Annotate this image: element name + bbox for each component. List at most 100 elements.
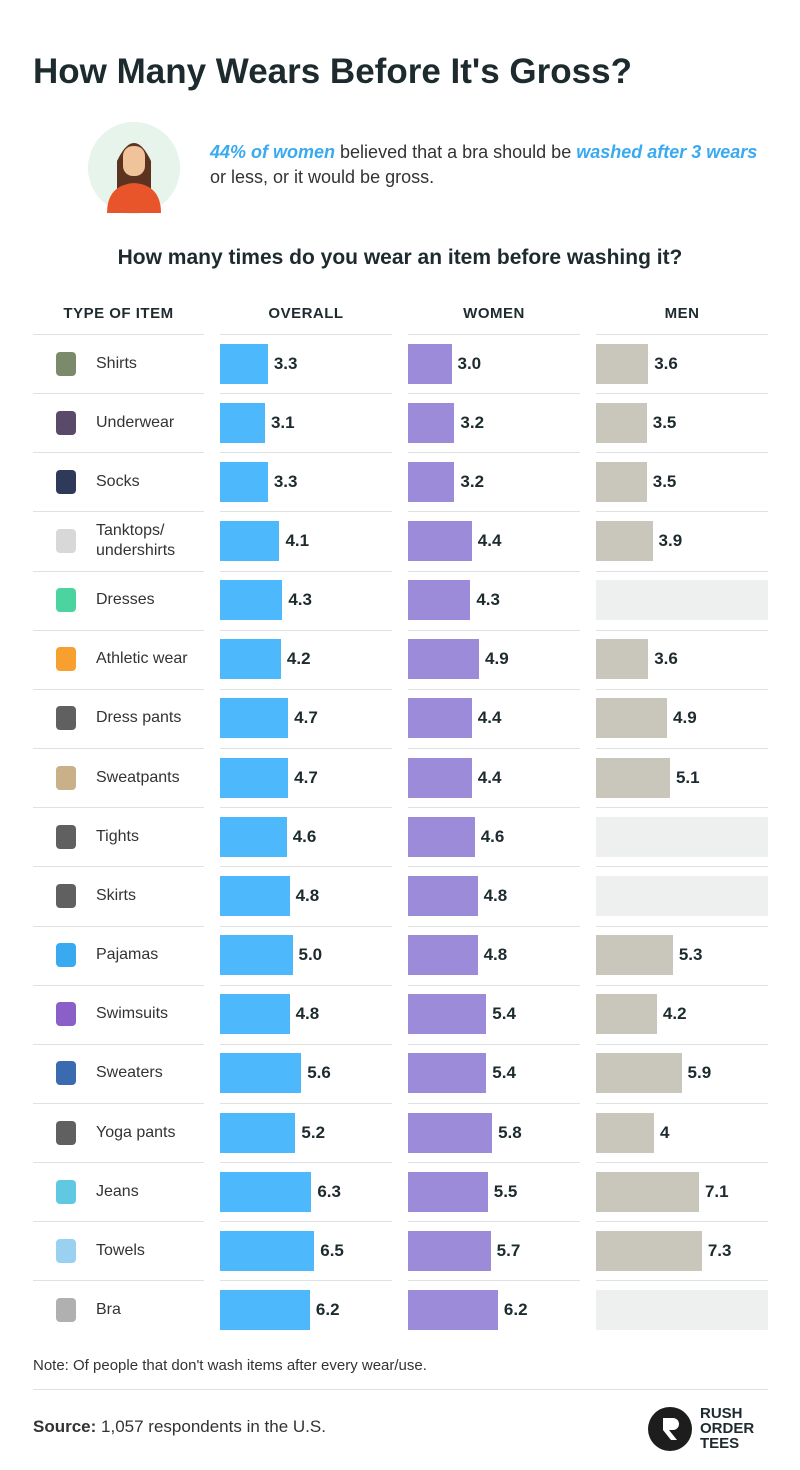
row-separator (596, 393, 768, 395)
row-separator (33, 1043, 204, 1045)
row-separator (596, 629, 768, 631)
row-separator (408, 393, 580, 395)
row-separator (220, 511, 392, 513)
value-label: 3.3 (273, 471, 298, 491)
bar (596, 994, 657, 1035)
row-separator (408, 1162, 580, 1164)
bar (220, 639, 281, 680)
intro-highlight: washed after 3 wears (576, 142, 758, 162)
value-label: 5.9 (687, 1063, 712, 1083)
row-separator (596, 452, 768, 454)
row-separator (33, 984, 204, 986)
row-separator (596, 1162, 768, 1164)
value-label: 3.6 (654, 353, 678, 373)
row-separator (596, 807, 768, 809)
row-separator (220, 866, 392, 868)
value-label: 3.9 (658, 531, 683, 551)
bar (408, 639, 480, 680)
value-label: 7.1 (704, 1181, 729, 1201)
row-separator (33, 570, 204, 572)
row-separator (220, 688, 392, 690)
intro: 44% of women believed that a bra should … (210, 140, 770, 190)
bar (220, 343, 268, 384)
item-icon (56, 351, 76, 376)
value-label: 4.8 (483, 885, 508, 905)
row-separator (596, 334, 768, 335)
bar (408, 698, 472, 739)
bar (408, 461, 455, 502)
bar (220, 875, 290, 916)
column-header: TYPE OF ITEM (63, 305, 174, 322)
logo-text: RUSH (700, 1405, 743, 1422)
bar (408, 402, 455, 443)
item-icon (56, 647, 76, 672)
bar (596, 639, 649, 680)
row-separator (33, 452, 204, 454)
value-label: 6.2 (315, 1299, 340, 1319)
logo-mark (648, 1407, 692, 1451)
row-separator (408, 629, 580, 631)
row-separator (408, 1043, 580, 1045)
item-icon (56, 824, 76, 849)
chart-title: How many times do you wear an item befor… (117, 246, 683, 269)
value-label: 5.6 (307, 1063, 331, 1083)
row-separator (220, 1102, 392, 1104)
item-icon (56, 1238, 76, 1263)
row-separator (408, 925, 580, 927)
row-separator (220, 1221, 392, 1223)
value-label: 3.6 (654, 649, 678, 669)
bar (408, 875, 478, 916)
category-label: Shirts (96, 354, 137, 372)
category-label: Socks (96, 472, 140, 490)
row-separator (596, 1221, 768, 1223)
intro-text: believed that a bra should be (335, 142, 577, 162)
bar (596, 343, 649, 384)
value-label: 4.6 (480, 826, 505, 846)
source-text: 1,057 respondents in the U.S. (101, 1417, 326, 1436)
value-label: 4.4 (477, 708, 502, 728)
divider (33, 1389, 768, 1390)
bar (220, 1171, 312, 1212)
category-label: Sweaters (96, 1064, 163, 1082)
intro-highlight: 44% of women (210, 142, 336, 162)
bar (220, 757, 289, 798)
value-label: 4.3 (288, 590, 312, 610)
row-separator (596, 984, 768, 986)
avatar (88, 122, 180, 214)
logo-text: ORDER (700, 1420, 755, 1437)
row-separator (408, 452, 580, 454)
category-label: Jeans (96, 1182, 139, 1200)
bar (220, 935, 293, 976)
bar (408, 1112, 493, 1153)
category-label: Underwear (96, 413, 175, 431)
empty-cell (596, 875, 768, 916)
column-header: MEN (664, 305, 700, 322)
row-separator (33, 688, 204, 690)
source: Source: 1,057 respondents in the U.S. (33, 1417, 326, 1437)
row-separator (596, 570, 768, 572)
row-separator (33, 1102, 204, 1104)
value-label: 3.1 (270, 412, 295, 432)
item-icon (56, 588, 76, 613)
row-separator (220, 748, 392, 750)
row-separator (220, 629, 392, 631)
category-label: Athletic wear (96, 650, 188, 668)
bar (596, 402, 647, 443)
category-label: Sweatpants (96, 768, 180, 786)
bar (408, 1230, 491, 1271)
value-label: 5.4 (492, 1004, 516, 1024)
item-icon (56, 943, 76, 968)
row-separator (220, 1043, 392, 1045)
value-label: 3.3 (273, 353, 298, 373)
row-separator (596, 1280, 768, 1282)
value-label: 7.3 (707, 1240, 732, 1260)
row-separator (33, 807, 204, 809)
item-icon (56, 765, 76, 790)
row-separator (33, 1162, 204, 1164)
value-label: 5.1 (675, 767, 700, 787)
bar (408, 1053, 487, 1094)
category-label: Skirts (96, 886, 136, 904)
bar (596, 461, 647, 502)
value-label: 5.8 (498, 1122, 522, 1142)
